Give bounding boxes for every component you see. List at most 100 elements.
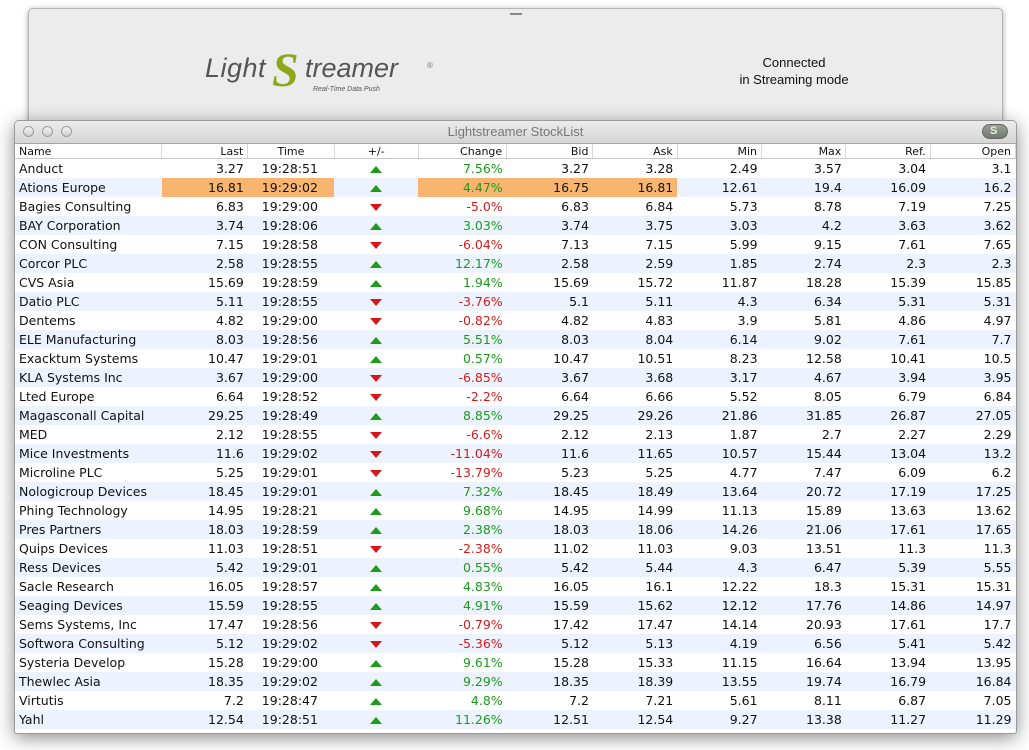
arrow-down-icon <box>370 375 383 382</box>
table-row[interactable]: Dentems 4.82 19:29:00 -0.82% 4.82 4.83 3.9 5.81… <box>15 311 1016 330</box>
toolbar-toggle-button[interactable]: S <box>982 124 1008 139</box>
table-row[interactable]: Exacktum Systems 10.47 19:29:01 0.57% 10.47 1… <box>15 349 1016 368</box>
cell-change: -11.04% <box>418 444 507 463</box>
cell-name: Sacle Research <box>19 579 114 594</box>
cell-max: 8.05 <box>813 389 842 404</box>
cell-change: 4.8% <box>470 693 503 708</box>
cell-ask: 18.06 <box>592 520 678 539</box>
table-row[interactable]: Pres Partners 18.03 19:28:59 2.38% 18.03 18.0… <box>15 520 1016 539</box>
cell-ask: 15.33 <box>637 655 674 670</box>
cell-time: 19:28:21 <box>261 503 318 518</box>
table-row[interactable]: Yahl 12.54 19:28:51 11.26% 12.51 12.54 9.27 13.… <box>15 710 1016 729</box>
cell-max: 2.74 <box>761 254 846 273</box>
column-header-10[interactable]: Open <box>930 144 1016 159</box>
table-row[interactable]: Lted Europe 6.64 19:28:52 -2.2% 6.64 6.66 5.52… <box>15 387 1016 406</box>
cell-ref: 5.39 <box>845 558 931 577</box>
column-header-name[interactable]: Name <box>15 144 162 159</box>
table-row[interactable]: KLA Systems Inc 3.67 19:29:00 -6.85% 3.67 3.6… <box>15 368 1016 387</box>
table-row[interactable]: ELE Manufacturing 8.03 19:28:56 5.51% 8.03 8.… <box>15 330 1016 349</box>
table-row[interactable]: Sacle Research 16.05 19:28:57 4.83% 16.05 16.… <box>15 577 1016 596</box>
cell-ask: 11.03 <box>637 541 674 556</box>
cell-min: 13.55 <box>677 672 762 691</box>
cell-open: 11.29 <box>930 710 1016 729</box>
arrow-down-icon <box>370 318 383 325</box>
cell-ask: 8.04 <box>592 330 678 349</box>
cell-bid: 5.42 <box>506 558 593 577</box>
cell-ref: 17.19 <box>845 482 931 501</box>
column-header-9[interactable]: Ref. <box>845 144 931 159</box>
cell-last: 8.03 <box>161 330 248 349</box>
column-header-2[interactable]: Time <box>247 144 335 159</box>
cell-last: 5.12 <box>161 634 248 653</box>
connection-status: Connected in Streaming mode <box>719 54 869 88</box>
cell-ask: 5.25 <box>645 465 674 480</box>
zoom-window-button[interactable] <box>61 126 72 137</box>
table-row[interactable]: Microline PLC 5.25 19:29:01 -13.79% 5.23 5.25… <box>15 463 1016 482</box>
table-row[interactable]: Magasconall Capital 29.25 19:28:49 8.85% 29.… <box>15 406 1016 425</box>
table-row[interactable]: Ations Europe 16.81 19:29:02 4.47% 16.75 16.8… <box>15 178 1016 197</box>
cell-ref: 11.3 <box>898 541 927 556</box>
column-header-1[interactable]: Last <box>161 144 249 159</box>
table-row[interactable]: Phing Technology 14.95 19:28:21 9.68% 14.95 1… <box>15 501 1016 520</box>
cell-max: 19.74 <box>761 672 846 691</box>
table-row[interactable]: Sems Systems, Inc 17.47 19:28:56 -0.79% 17.4… <box>15 615 1016 634</box>
column-header-3[interactable]: +/- <box>334 144 419 159</box>
cell-open: 13.95 <box>975 655 1012 670</box>
cell-max: 8.78 <box>813 199 842 214</box>
cell-ask: 15.72 <box>637 275 674 290</box>
cell-name: Mice Investments <box>15 444 162 463</box>
table-row[interactable]: Bagies Consulting 6.83 19:29:00 -5.0% 6.83 6.… <box>15 197 1016 216</box>
table-row[interactable]: Systeria Develop 15.28 19:29:00 9.61% 15.28 1… <box>15 653 1016 672</box>
cell-ask: 18.49 <box>592 482 678 501</box>
table-row[interactable]: CVS Asia 15.69 19:28:59 1.94% 15.69 15.72 11.8… <box>15 273 1016 292</box>
table-row[interactable]: Seaging Devices 15.59 19:28:55 4.91% 15.59 15… <box>15 596 1016 615</box>
cell-change: -13.79% <box>450 465 503 480</box>
table-row[interactable]: Quips Devices 11.03 19:28:51 -2.38% 11.02 11.… <box>15 539 1016 558</box>
arrow-up-icon <box>370 166 383 173</box>
cell-name: MED <box>19 427 48 442</box>
cell-last: 14.95 <box>208 503 244 518</box>
column-header-5[interactable]: Bid <box>506 144 594 159</box>
cell-name: BAY Corporation <box>15 216 162 235</box>
cell-ref: 17.61 <box>845 520 931 539</box>
table-row[interactable]: BAY Corporation 3.74 19:28:06 3.03% 3.74 3.75… <box>15 216 1016 235</box>
cell-time: 19:29:00 <box>261 199 318 214</box>
table-row[interactable]: Nologicroup Devices 18.45 19:29:01 7.32% 18.… <box>15 482 1016 501</box>
cell-ask: 3.75 <box>592 216 678 235</box>
table-row[interactable]: Thewlec Asia 18.35 19:29:02 9.29% 18.35 18.39… <box>15 672 1016 691</box>
arrow-down-icon <box>370 394 383 401</box>
cell-bid: 5.1 <box>506 292 593 311</box>
arrow-up-icon <box>370 679 383 686</box>
cell-direction <box>334 349 418 368</box>
arrow-up-icon <box>370 489 383 496</box>
column-header-6[interactable]: Ask <box>592 144 678 159</box>
column-header-7[interactable]: Min <box>677 144 763 159</box>
table-row[interactable]: Virtutis 7.2 19:28:47 4.8% 7.2 7.21 5.61 8.11 6.… <box>15 691 1016 710</box>
cell-change: 12.17% <box>418 254 507 273</box>
column-header-8[interactable]: Max <box>761 144 847 159</box>
cell-open: 13.2 <box>930 444 1016 463</box>
arrow-down-icon <box>370 204 383 211</box>
table-row[interactable]: Corcor PLC 2.58 19:28:55 12.17% 2.58 2.59 1.85… <box>15 254 1016 273</box>
table-row[interactable]: Ress Devices 5.42 19:29:01 0.55% 5.42 5.44 4.3… <box>15 558 1016 577</box>
table-body: Anduct 3.27 19:28:51 7.56% 3.27 3.28 2.49 3.57 3… <box>15 159 1016 729</box>
column-header-4[interactable]: Change <box>418 144 508 159</box>
cell-ask: 5.44 <box>592 558 678 577</box>
minimize-window-button[interactable] <box>42 126 53 137</box>
cell-min: 14.26 <box>677 520 762 539</box>
table-row[interactable]: Mice Investments 11.6 19:29:02 -11.04% 11.6 1… <box>15 444 1016 463</box>
cell-last: 18.35 <box>161 672 248 691</box>
cell-time: 19:29:02 <box>247 178 335 197</box>
cell-change: -0.82% <box>458 313 503 328</box>
table-row[interactable]: CON Consulting 7.15 19:28:58 -6.04% 7.13 7.15… <box>15 235 1016 254</box>
table-row[interactable]: MED 2.12 19:28:55 -6.6% 2.12 2.13 1.87 2.7 2.27 2… <box>15 425 1016 444</box>
cell-last: 2.58 <box>161 254 248 273</box>
cell-last: 29.25 <box>161 406 248 425</box>
titlebar[interactable]: Lightstreamer StockList S <box>15 121 1016 144</box>
cell-direction <box>334 159 418 179</box>
close-window-button[interactable] <box>23 126 34 137</box>
cell-change: 4.83% <box>462 579 503 594</box>
table-row[interactable]: Datio PLC 5.11 19:28:55 -3.76% 5.1 5.11 4.3 6.3… <box>15 292 1016 311</box>
table-row[interactable]: Softwora Consulting 5.12 19:29:02 -5.36% 5.1… <box>15 634 1016 653</box>
table-row[interactable]: Anduct 3.27 19:28:51 7.56% 3.27 3.28 2.49 3.57 3… <box>15 159 1016 179</box>
